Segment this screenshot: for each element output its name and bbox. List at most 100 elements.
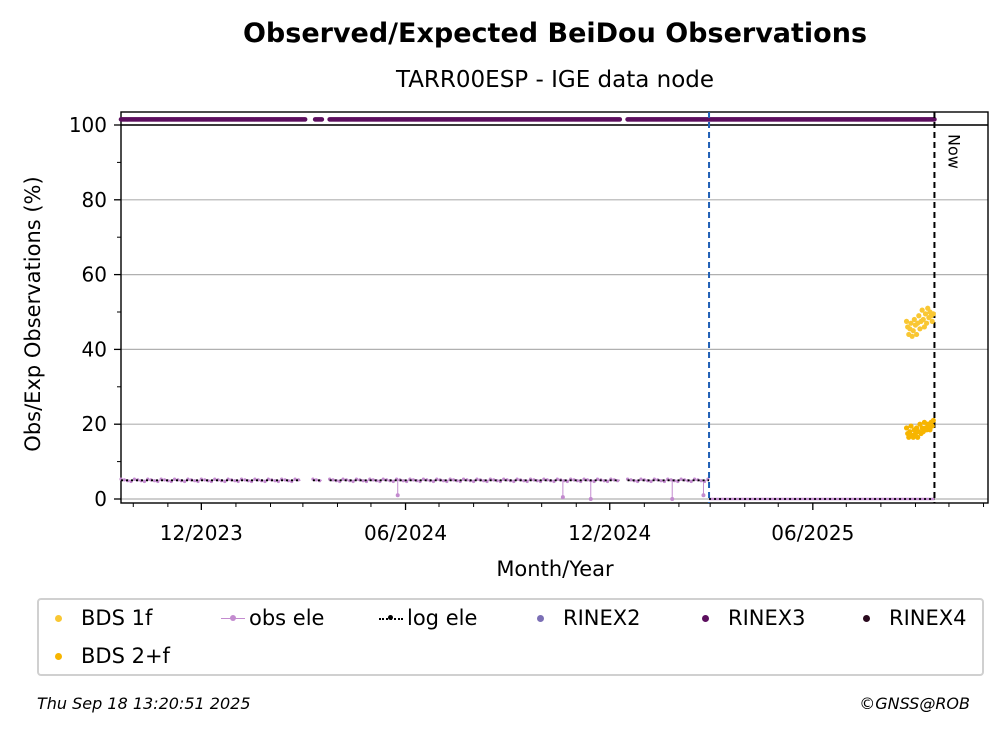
legend-item-rinex3: RINEX3 bbox=[700, 606, 806, 630]
bds-1f-point bbox=[920, 316, 926, 323]
obs-ele-point bbox=[482, 479, 486, 483]
rinex3-point bbox=[319, 117, 325, 122]
bds-2f-point bbox=[930, 417, 936, 424]
chart-title: Observed/Expected BeiDou Observations bbox=[243, 18, 867, 49]
legend-item-bds-1f: BDS 1f bbox=[53, 606, 152, 630]
x-tick-label: 12/2024 bbox=[568, 521, 651, 545]
obs-ele-point bbox=[381, 477, 385, 481]
bds-1f-point bbox=[909, 333, 915, 339]
obs-ele-point bbox=[629, 478, 633, 482]
obs-ele-point bbox=[679, 477, 683, 481]
obs-ele-dip-point bbox=[560, 495, 565, 500]
legend-marker-obs-ele bbox=[221, 612, 245, 626]
legend-item-bds-2f: BDS 2+f bbox=[53, 644, 170, 668]
obs-ele-point bbox=[162, 478, 167, 482]
obs-ele-point bbox=[639, 477, 643, 481]
bds-1f-point bbox=[911, 316, 917, 323]
x-tick-label: 12/2023 bbox=[160, 521, 243, 545]
obs-ele-point bbox=[461, 477, 466, 481]
rinex3-point bbox=[932, 117, 937, 122]
bds-1f-point bbox=[903, 318, 910, 324]
obs-ele-dip-point bbox=[588, 497, 593, 501]
legend-item-rinex2: RINEX2 bbox=[535, 606, 641, 630]
obs-ele-point bbox=[263, 479, 267, 484]
obs-ele-point bbox=[512, 479, 516, 484]
bds-1f-point bbox=[917, 326, 923, 332]
bds-2f-point bbox=[908, 423, 914, 429]
legend-label-obs-ele: obs ele bbox=[249, 606, 325, 630]
obs-ele-point bbox=[699, 479, 703, 483]
bds-1f-point bbox=[922, 311, 929, 317]
log-ele-dot-icon bbox=[388, 615, 393, 620]
obs-ele-point bbox=[193, 479, 197, 483]
bds-1f-point bbox=[908, 320, 914, 326]
obs-ele-dip-point bbox=[670, 497, 675, 501]
obs-ele-point bbox=[331, 478, 335, 482]
bds-2f-point bbox=[913, 425, 920, 431]
bds-1f-point bbox=[910, 328, 916, 334]
obs-ele-point bbox=[152, 479, 157, 483]
plot-frame bbox=[120, 111, 989, 504]
bds-2f-point bbox=[917, 421, 923, 427]
bds-1f-point bbox=[925, 305, 931, 311]
chart-subtitle: TARR00ESP - IGE data node bbox=[395, 67, 714, 93]
obs-ele-point bbox=[243, 478, 247, 482]
y-tick-label: 100 bbox=[69, 113, 107, 137]
bds-1f-point bbox=[930, 311, 936, 317]
bds-1f-point bbox=[929, 318, 935, 324]
x-axis-label: Month/Year bbox=[496, 557, 614, 581]
obs-ele-point bbox=[659, 479, 663, 483]
bds-1f-dot-icon bbox=[55, 615, 62, 622]
footer-copyright: ©GNSS@ROB bbox=[859, 694, 970, 713]
rinex3-point bbox=[617, 117, 623, 122]
obs-ele-point bbox=[615, 479, 620, 483]
obs-ele-point bbox=[293, 477, 297, 481]
obs-ele-point bbox=[351, 479, 355, 484]
obs-ele-point bbox=[649, 479, 653, 484]
y-tick-label: 20 bbox=[82, 412, 107, 436]
x-tick-label: 06/2024 bbox=[364, 521, 447, 545]
chart: Observed/Expected BeiDou Observations TA… bbox=[21, 18, 989, 581]
bds-2f-point bbox=[927, 427, 933, 433]
obs-ele-point bbox=[253, 477, 257, 481]
obs-ele-point bbox=[142, 479, 147, 484]
bds-1f-point bbox=[924, 320, 930, 326]
obs-ele-point bbox=[132, 477, 136, 481]
legend-item-rinex4: RINEX4 bbox=[861, 606, 967, 630]
y-tick-label: 80 bbox=[82, 188, 107, 212]
obs-ele-point bbox=[411, 478, 415, 482]
obs-ele-dot-icon bbox=[230, 615, 236, 621]
obs-ele-point bbox=[401, 479, 405, 483]
plot-area: 0 20 40 60 80 100 12/2023 06/2024 12/2024 06/2025… bbox=[69, 111, 989, 545]
bds-2f-point bbox=[929, 423, 935, 429]
obs-ele-point bbox=[273, 479, 277, 483]
legend-item-obs-ele: obs ele bbox=[221, 606, 324, 630]
obs-ele-point bbox=[341, 477, 345, 481]
legend-item-log-ele: log ele bbox=[379, 606, 477, 630]
legend-marker-rinex3 bbox=[700, 612, 724, 626]
y-axis-label: Obs/Exp Observations (%) bbox=[21, 176, 45, 451]
obs-ele-point bbox=[283, 478, 287, 482]
bds-2f-point bbox=[903, 425, 910, 431]
bds-1f-point bbox=[916, 313, 922, 319]
y-tick-label: 40 bbox=[82, 337, 107, 361]
legend-label-rinex4: RINEX4 bbox=[889, 606, 967, 630]
obs-ele-point bbox=[522, 479, 526, 483]
obs-ele-point bbox=[605, 479, 610, 484]
obs-ele-dip-point bbox=[701, 493, 706, 498]
obs-ele-point bbox=[172, 477, 177, 481]
obs-ele-point bbox=[472, 479, 476, 484]
rinex3-dot-icon bbox=[702, 615, 709, 622]
legend-marker-bds-1f bbox=[53, 612, 77, 626]
obs-ele-point bbox=[502, 477, 506, 481]
obs-ele-point bbox=[122, 478, 126, 482]
obs-ele-point bbox=[391, 479, 395, 484]
obs-ele-point bbox=[203, 478, 207, 482]
legend-label-rinex3: RINEX3 bbox=[728, 606, 806, 630]
obs-ele-point bbox=[371, 478, 375, 482]
obs-ele-point bbox=[689, 479, 693, 484]
y-tick-label: 0 bbox=[94, 487, 107, 511]
legend-marker-rinex2 bbox=[535, 612, 559, 626]
legend-label-log-ele: log ele bbox=[407, 606, 478, 630]
obs-ele-point bbox=[233, 479, 237, 483]
